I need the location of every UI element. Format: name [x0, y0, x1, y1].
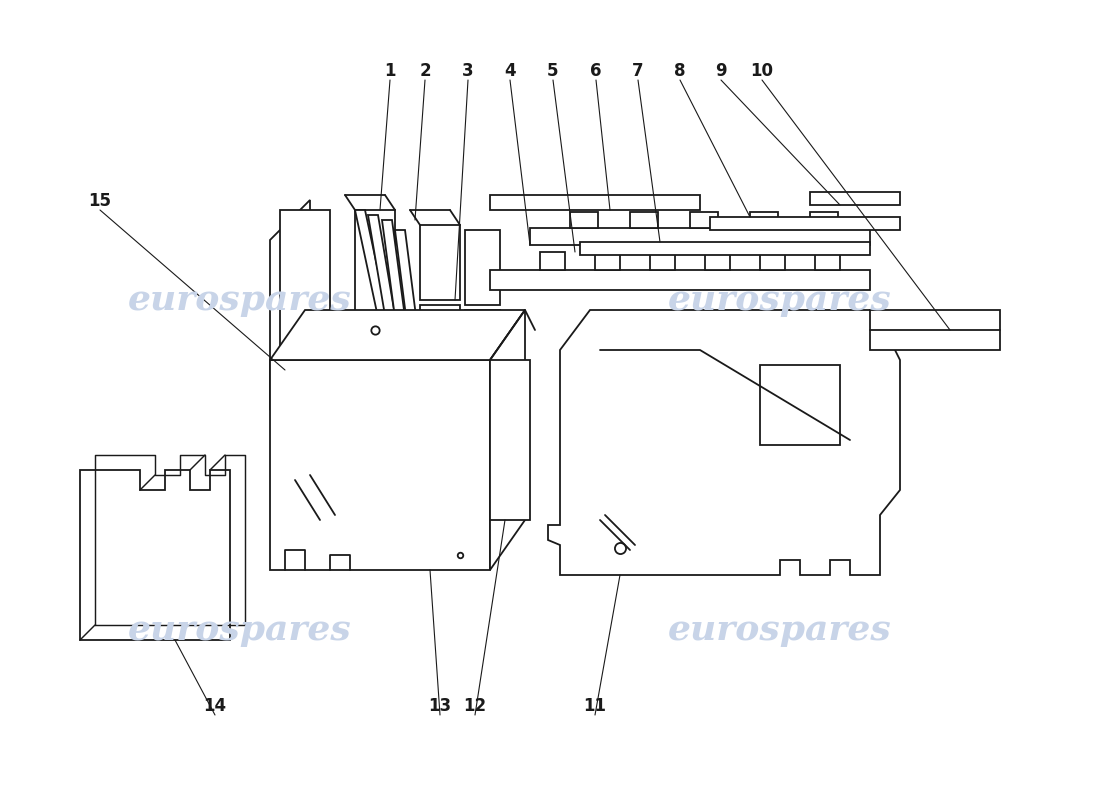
- Polygon shape: [490, 360, 530, 520]
- Text: 2: 2: [419, 62, 431, 80]
- Text: 4: 4: [504, 62, 516, 80]
- Polygon shape: [580, 242, 870, 255]
- Polygon shape: [630, 212, 658, 228]
- Polygon shape: [710, 217, 900, 230]
- Polygon shape: [690, 212, 718, 228]
- Polygon shape: [490, 270, 870, 290]
- Polygon shape: [760, 365, 840, 445]
- Polygon shape: [80, 470, 230, 640]
- Polygon shape: [530, 228, 870, 245]
- Polygon shape: [810, 212, 838, 228]
- Text: 1: 1: [384, 62, 396, 80]
- Polygon shape: [490, 310, 525, 570]
- Text: 8: 8: [674, 62, 685, 80]
- Polygon shape: [270, 360, 490, 570]
- Text: 7: 7: [632, 62, 644, 80]
- Polygon shape: [270, 310, 525, 360]
- Polygon shape: [570, 212, 598, 228]
- Text: 6: 6: [591, 62, 602, 80]
- Polygon shape: [395, 230, 418, 332]
- Text: eurospares: eurospares: [668, 283, 892, 317]
- Polygon shape: [540, 252, 565, 270]
- Polygon shape: [650, 252, 675, 270]
- Polygon shape: [870, 310, 1000, 350]
- Text: 14: 14: [204, 697, 227, 715]
- Polygon shape: [420, 305, 460, 360]
- Text: 13: 13: [428, 697, 452, 715]
- Text: eurospares: eurospares: [668, 613, 892, 647]
- Polygon shape: [368, 215, 400, 345]
- Polygon shape: [815, 252, 840, 270]
- Polygon shape: [548, 310, 900, 575]
- Polygon shape: [760, 252, 785, 270]
- Text: eurospares: eurospares: [128, 613, 352, 647]
- Polygon shape: [490, 195, 700, 210]
- Polygon shape: [420, 225, 460, 300]
- Polygon shape: [355, 210, 395, 365]
- Text: 12: 12: [463, 697, 486, 715]
- Polygon shape: [705, 252, 730, 270]
- Text: 5: 5: [548, 62, 559, 80]
- Polygon shape: [270, 200, 310, 410]
- Polygon shape: [382, 220, 408, 340]
- Text: 3: 3: [462, 62, 474, 80]
- Polygon shape: [595, 252, 620, 270]
- Polygon shape: [465, 230, 501, 305]
- Polygon shape: [355, 210, 395, 350]
- Text: eurospares: eurospares: [128, 283, 352, 317]
- Text: 9: 9: [715, 62, 727, 80]
- Text: 10: 10: [750, 62, 773, 80]
- Text: 15: 15: [88, 192, 111, 210]
- Polygon shape: [280, 210, 330, 370]
- Polygon shape: [750, 212, 778, 228]
- Text: 11: 11: [583, 697, 606, 715]
- Polygon shape: [810, 192, 900, 205]
- Polygon shape: [465, 310, 501, 370]
